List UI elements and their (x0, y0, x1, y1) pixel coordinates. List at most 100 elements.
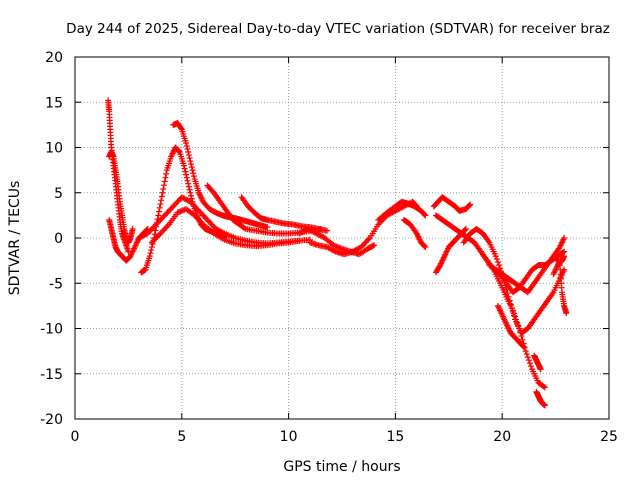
series-track-19 (486, 235, 568, 296)
series-track-3 (106, 216, 151, 264)
data-point (188, 192, 195, 199)
data-point (185, 183, 192, 190)
data-point (180, 162, 187, 169)
series-track-9 (238, 194, 331, 234)
data-point (493, 256, 500, 263)
y-axis-label: SDTVAR / TECUs (7, 181, 23, 296)
y-tick-label: 15 (45, 95, 63, 111)
data-point (541, 384, 548, 391)
data-point (492, 253, 499, 260)
data-point (466, 202, 473, 209)
x-axis-label: GPS time / hours (283, 459, 400, 475)
data-point (510, 312, 517, 319)
series-track-20 (494, 302, 527, 350)
y-tick-label: -15 (40, 367, 63, 383)
data-point (509, 308, 516, 315)
data-point (187, 158, 194, 165)
data-point (421, 211, 428, 218)
data-point (178, 125, 185, 132)
data-point (181, 165, 188, 172)
data-point (186, 155, 193, 162)
data-point (160, 185, 167, 192)
data-point (561, 253, 568, 260)
y-tick-label: -10 (40, 322, 63, 338)
data-point (157, 201, 164, 208)
x-tick-label: 0 (71, 429, 80, 445)
data-point (422, 212, 429, 219)
series-track-12 (375, 198, 429, 223)
data-point (508, 305, 515, 312)
data-point (163, 170, 170, 177)
data-point (190, 173, 197, 180)
data-point (184, 177, 191, 184)
data-point (467, 201, 474, 208)
data-point (175, 148, 182, 155)
y-tick-label: 0 (54, 231, 63, 247)
data-point (495, 262, 502, 269)
data-point (525, 357, 532, 364)
data-point (519, 336, 526, 343)
x-tick-label: 5 (177, 429, 186, 445)
data-point (462, 226, 469, 233)
x-tick-label: 10 (280, 429, 298, 445)
data-point (182, 168, 189, 175)
data-point (296, 237, 303, 244)
y-tick-label: -5 (49, 276, 63, 292)
data-point (506, 297, 513, 304)
data-point (183, 139, 190, 146)
data-point (523, 351, 530, 358)
data-point (158, 197, 165, 204)
y-tick-label: 10 (45, 141, 63, 157)
data-point (563, 310, 570, 317)
data-point (421, 243, 428, 250)
series-track-22 (531, 352, 544, 373)
data-point (148, 247, 155, 254)
y-tick-label: 20 (45, 50, 63, 66)
data-point (462, 225, 469, 232)
data-point (537, 366, 544, 373)
data-point (129, 225, 136, 232)
data-point (524, 354, 531, 361)
x-tick-label: 20 (493, 429, 511, 445)
data-point (541, 402, 548, 409)
series-track-2 (106, 149, 136, 246)
data-point (371, 242, 378, 249)
data-point (561, 235, 568, 241)
data-point (505, 293, 512, 300)
data-point (264, 224, 271, 231)
series-track-17 (460, 225, 568, 337)
data-point (522, 348, 529, 355)
data-point (186, 186, 193, 193)
x-tick-label: 15 (386, 429, 404, 445)
data-point (161, 182, 167, 189)
data-point (159, 189, 166, 196)
data-point (190, 170, 197, 177)
ticks-layer: 0 5 10 15 20 25 -20 -15 -10 -5 0 5 10 15 20 (40, 50, 618, 445)
data-point (183, 174, 190, 181)
data-point (185, 149, 192, 156)
series-track-7 (148, 206, 303, 250)
data-point (185, 180, 192, 187)
data-point (183, 142, 190, 149)
data-point (156, 208, 163, 215)
series-track-5 (170, 120, 271, 231)
data-point (560, 249, 567, 256)
series-track-15 (432, 212, 548, 391)
data-point (188, 164, 195, 171)
data-point (183, 171, 190, 178)
data-point (520, 343, 527, 350)
data-point (189, 167, 196, 174)
points-layer (105, 97, 570, 409)
data-point (526, 360, 533, 367)
data-point (422, 244, 429, 251)
data-point (504, 290, 511, 297)
chart-title: Day 244 of 2025, Sidereal Day-to-day VTE… (66, 21, 610, 37)
x-tick-label: 25 (600, 429, 618, 445)
series-track-21 (533, 388, 548, 409)
data-point (519, 342, 526, 349)
data-point (241, 225, 248, 232)
series-track-16 (432, 225, 469, 276)
series-track-14 (430, 194, 474, 214)
data-point (161, 178, 168, 185)
